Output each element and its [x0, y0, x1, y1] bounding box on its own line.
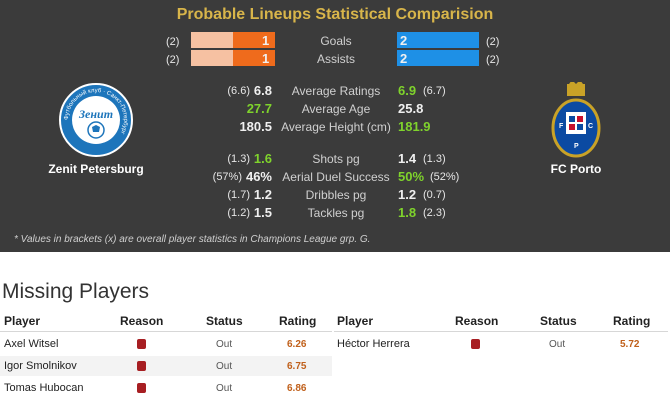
ratings-away-value: 6.9 [398, 83, 417, 98]
home-row-bg [0, 356, 332, 376]
injury-icon [137, 383, 146, 393]
home-rating-3: 6.86 [287, 383, 307, 394]
col-rating-home: Rating [279, 314, 317, 328]
porto-logo: F C P [551, 82, 601, 158]
goals-home-bracket: (2) [166, 36, 180, 48]
assists-away-bracket: (2) [486, 54, 500, 66]
tackles-away-value: 1.8 [398, 205, 417, 220]
home-status-2: Out [216, 361, 233, 372]
svg-text:P: P [574, 143, 579, 150]
aerial-label: Aerial Duel Success [282, 170, 390, 184]
goals-away-value: 2 [400, 33, 408, 48]
col-player-home: Player [4, 314, 41, 328]
col-status-away: Status [540, 314, 577, 328]
dribbles-away-value: 1.2 [398, 187, 417, 202]
home-player-1[interactable]: Axel Witsel [4, 338, 59, 350]
ratings-label: Average Ratings [291, 84, 381, 98]
aerial-away-value: 50% [398, 169, 425, 184]
height-home-value: 180.5 [239, 119, 272, 134]
age-home-value: 27.7 [246, 101, 272, 116]
home-rating-1: 6.26 [287, 339, 307, 350]
goals-label: Goals [320, 34, 352, 48]
goals-home-bar [233, 32, 275, 48]
age-label: Average Age [301, 102, 371, 116]
shots-away-value: 1.4 [398, 151, 417, 166]
comparison-title: Probable Lineups Statistical Comparision [176, 6, 494, 23]
away-player-1[interactable]: Héctor Herrera [337, 338, 410, 350]
away-team-name: FC Porto [550, 162, 602, 176]
dribbles-label: Dribbles pg [305, 188, 367, 202]
away-table-divider [334, 331, 668, 332]
comparison-panel: Probable Lineups Statistical Comparision… [0, 0, 670, 252]
dribbles-away-bracket: (0.7) [423, 189, 446, 201]
away-status-1: Out [549, 339, 566, 350]
home-status-1: Out [216, 339, 233, 350]
tackles-home-value: 1.5 [253, 205, 272, 220]
height-away-value: 181.9 [398, 119, 431, 134]
home-player-3[interactable]: Tomas Hubocan [4, 382, 84, 394]
assists-home-value: 1 [262, 51, 270, 66]
assists-label: Assists [316, 52, 355, 66]
goals-away-bracket: (2) [486, 36, 500, 48]
ratings-home-bracket: (6.6) [227, 85, 250, 97]
age-away-value: 25.8 [398, 101, 424, 116]
footnote: * Values in brackets (x) are overall pla… [14, 234, 371, 245]
shots-away-bracket: (1.3) [423, 153, 446, 165]
svg-text:F: F [559, 123, 564, 130]
shots-home-bracket: (1.3) [227, 153, 250, 165]
assists-home-bar [233, 50, 275, 66]
home-status-3: Out [216, 383, 233, 394]
col-reason-home: Reason [120, 314, 164, 328]
col-player-away: Player [337, 314, 374, 328]
zenit-logo: Футбольный клуб · Санкт-Петербург Зенит [59, 83, 133, 157]
shots-label: Shots pg [312, 152, 360, 166]
aerial-home-value: 46% [245, 169, 272, 184]
assists-away-bar [397, 50, 479, 66]
svg-text:C: C [588, 123, 593, 130]
dribbles-home-value: 1.2 [253, 187, 272, 202]
home-rating-2: 6.75 [287, 361, 307, 372]
ratings-home-value: 6.8 [253, 83, 272, 98]
goals-away-bar [397, 32, 479, 48]
home-table-divider [0, 331, 332, 332]
shots-home-value: 1.6 [253, 151, 272, 166]
injury-icon [137, 339, 146, 349]
tackles-home-bracket: (1.2) [227, 207, 250, 219]
zenit-logo-text: Зенит [78, 107, 113, 121]
injury-icon [137, 361, 146, 371]
col-rating-away: Rating [613, 314, 651, 328]
injury-icon [471, 339, 480, 349]
aerial-home-bracket: (57%) [212, 171, 242, 183]
ratings-away-bracket: (6.7) [423, 85, 446, 97]
tackles-away-bracket: (2.3) [423, 207, 446, 219]
home-player-2[interactable]: Igor Smolnikov [4, 360, 77, 372]
aerial-away-bracket: (52%) [430, 171, 460, 183]
assists-away-value: 2 [400, 51, 408, 66]
home-team-name: Zenit Petersburg [48, 162, 144, 176]
goals-home-value: 1 [262, 33, 270, 48]
dribbles-home-bracket: (1.7) [227, 189, 250, 201]
col-status-home: Status [206, 314, 243, 328]
height-label: Average Height (cm) [281, 120, 391, 134]
goals-home-bar-light [191, 32, 233, 48]
missing-players-title: Missing Players [2, 280, 150, 303]
tackles-label: Tackles pg [307, 206, 365, 220]
col-reason-away: Reason [455, 314, 499, 328]
away-rating-1: 5.72 [620, 339, 640, 350]
assists-home-bar-light [191, 50, 233, 66]
assists-home-bracket: (2) [166, 54, 180, 66]
